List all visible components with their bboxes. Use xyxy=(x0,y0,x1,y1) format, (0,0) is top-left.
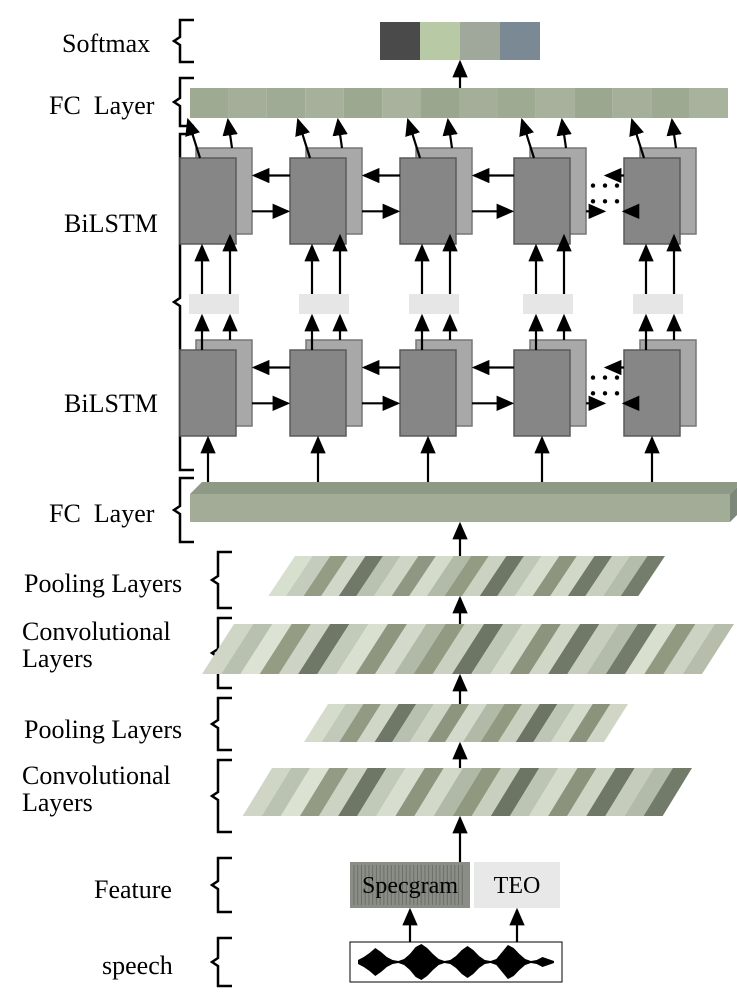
label-fc-top: FC Layer xyxy=(49,91,154,121)
label-pool-2: Pooling Layers xyxy=(24,715,182,745)
label-conv-1: Convolutional Layers xyxy=(22,618,171,673)
label-softmax: Softmax xyxy=(62,29,150,59)
svg-text:TEO: TEO xyxy=(494,873,541,899)
label-bilstm-2: BiLSTM xyxy=(64,389,158,419)
label-conv-2: Convolutional Layers xyxy=(22,762,171,817)
label-bilstm-1: BiLSTM xyxy=(64,209,158,239)
label-fc-mid: FC Layer xyxy=(49,499,154,529)
label-feature: Feature xyxy=(94,875,172,905)
svg-text:Specgram: Specgram xyxy=(362,873,458,899)
label-pool-1: Pooling Layers xyxy=(24,569,182,599)
label-speech: speech xyxy=(102,951,173,981)
